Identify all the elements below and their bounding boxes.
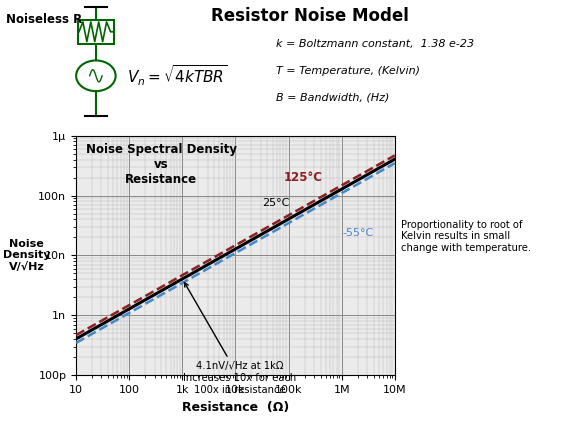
X-axis label: Resistance  (Ω): Resistance (Ω): [182, 401, 289, 413]
Text: $V_n = \sqrt{4kTBR}$: $V_n = \sqrt{4kTBR}$: [127, 64, 227, 88]
Text: T = Temperature, (Kelvin): T = Temperature, (Kelvin): [276, 66, 420, 76]
Text: -55°C: -55°C: [342, 228, 373, 238]
Text: Noise
Density
V/√Hz: Noise Density V/√Hz: [3, 239, 51, 272]
Text: 25°C: 25°C: [263, 198, 290, 208]
Text: 4.1nV/√Hz at 1kΩ
Increases 10x for each
100x in resistance: 4.1nV/√Hz at 1kΩ Increases 10x for each …: [183, 283, 296, 395]
Text: B = Bandwidth, (Hz): B = Bandwidth, (Hz): [276, 92, 390, 102]
Text: Noise Spectral Density
vs
Resistance: Noise Spectral Density vs Resistance: [86, 143, 237, 186]
Text: 125°C: 125°C: [283, 170, 322, 184]
Text: Proportionality to root of
Kelvin results in small
change with temperature.: Proportionality to root of Kelvin result…: [401, 220, 531, 253]
Text: Resistor Noise Model: Resistor Noise Model: [212, 7, 409, 25]
Text: k = Boltzmann constant,  1.38 e-23: k = Boltzmann constant, 1.38 e-23: [276, 39, 474, 50]
Bar: [78, 20, 114, 44]
Text: Noiseless R: Noiseless R: [6, 13, 82, 26]
